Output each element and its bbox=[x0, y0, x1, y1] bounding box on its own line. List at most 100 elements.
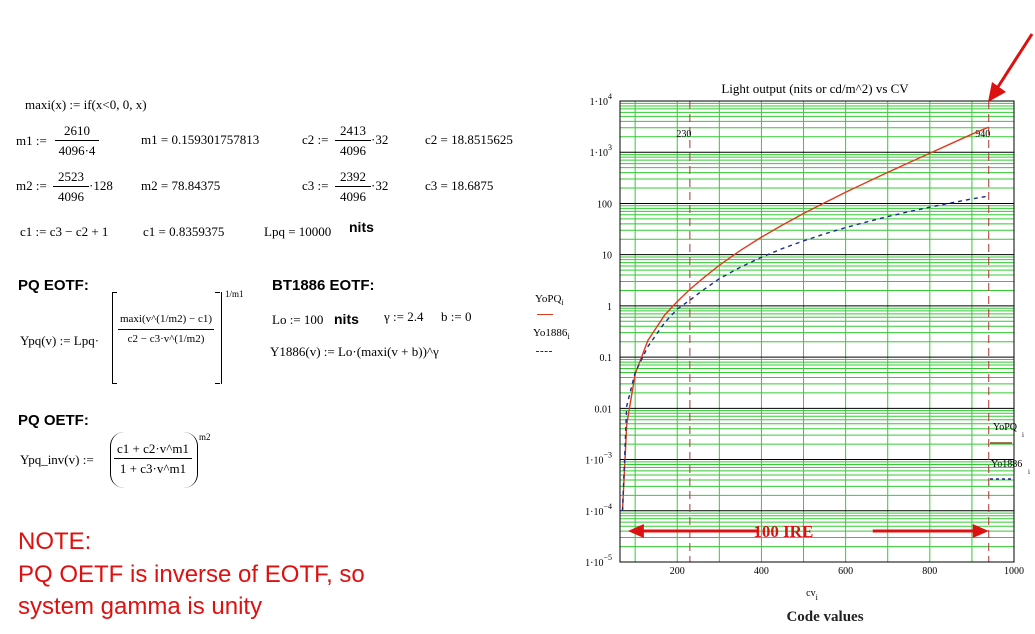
b-value: b := 0 bbox=[441, 309, 472, 324]
lpq-unit: nits bbox=[349, 219, 374, 235]
m2-result: m2 = 78.84375 bbox=[141, 178, 221, 193]
legend-yo1886: Yo1886i bbox=[533, 326, 570, 344]
pq-eotf-title: PQ EOTF: bbox=[18, 277, 89, 294]
ypq-exponent: 1/m1 bbox=[225, 289, 244, 299]
c3-numerator: 2392 bbox=[340, 169, 366, 184]
c2-numerator: 2413 bbox=[340, 123, 366, 138]
right-legend-yopq-label: YoPQ bbox=[993, 422, 1018, 433]
ypq-bracket bbox=[112, 292, 222, 384]
c2-fraction: 2413 4096 bbox=[335, 123, 371, 158]
x-tick-label: 200 bbox=[670, 566, 685, 577]
marker-label: 940 bbox=[975, 129, 990, 140]
m1-label: m1 := bbox=[16, 133, 47, 148]
legend-yo1886-sub: i bbox=[567, 332, 570, 342]
m2-denominator: 4096 bbox=[58, 189, 84, 204]
corner-arrow-head bbox=[988, 82, 1006, 102]
c2-label: c2 := bbox=[302, 132, 329, 147]
ire-annotation-label: 100 IRE bbox=[753, 522, 813, 541]
y-tick-label: 1·103 bbox=[590, 143, 612, 159]
c1-definition: c1 := c3 − c2 + 1 bbox=[20, 224, 109, 239]
y-tick-label: 0.1 bbox=[600, 353, 613, 364]
series-line-yo1886 bbox=[621, 195, 989, 511]
legend-yopq: YoPQi bbox=[535, 292, 564, 310]
gamma-value: γ := 2.4 bbox=[384, 309, 424, 324]
lo-unit: nits bbox=[334, 311, 359, 327]
legend-yopq-label: YoPQ bbox=[535, 293, 562, 305]
grid-lines bbox=[620, 100, 1014, 563]
m1-numerator: 2610 bbox=[64, 123, 90, 138]
y-tick-label: 0.01 bbox=[595, 404, 613, 415]
right-legend-yopq-sub: i bbox=[1022, 431, 1024, 439]
ypqinv-numerator: c1 + c2·v^m1 bbox=[117, 441, 189, 456]
bt1886-title: BT1886 EOTF: bbox=[272, 277, 375, 294]
m1-denominator: 4096·4 bbox=[58, 143, 96, 158]
y-tick-exponent: −3 bbox=[603, 451, 612, 460]
ypqinv-fraction: c1 + c2·v^m1 1 + c3·v^m1 bbox=[114, 441, 192, 476]
y-tick-label: 1·10−3 bbox=[585, 451, 612, 467]
marker-lines: 230 940 bbox=[676, 101, 990, 562]
ire-annotation: 100 IRE bbox=[627, 522, 989, 541]
c3-fraction: 2392 4096 bbox=[335, 169, 371, 204]
c1-result: c1 = 0.8359375 bbox=[143, 224, 225, 239]
x-tick-label: 1000 bbox=[1004, 566, 1024, 577]
series-line-yopq bbox=[621, 126, 989, 511]
y-tick-exponent: 4 bbox=[608, 92, 612, 101]
c2-multiplier: ·32 bbox=[371, 132, 389, 147]
ypq-label: Ypq(v) := Lpq· bbox=[20, 333, 100, 348]
corner-arrow bbox=[988, 33, 1034, 102]
m1-fraction: 2610 4096·4 bbox=[55, 123, 99, 158]
x-tick-label: 800 bbox=[922, 566, 937, 577]
plot-frame bbox=[619, 100, 1015, 563]
ypqinv-paren bbox=[110, 432, 198, 488]
c2-result: c2 = 18.8515625 bbox=[425, 132, 513, 147]
lpq-value: Lpq = 10000 bbox=[264, 224, 332, 239]
y1886-definition: Y1886(v) := Lo·(maxi(v + b))^γ bbox=[270, 344, 439, 359]
chart-title: Light output (nits or cd/m^2) vs CV bbox=[721, 81, 909, 96]
c3-multiplier: ·32 bbox=[371, 178, 389, 193]
y-tick-label: 1 bbox=[607, 302, 612, 313]
m2-numerator: 2523 bbox=[58, 169, 84, 184]
ypqinv-exponent: m2 bbox=[199, 432, 211, 442]
y-tick-labels: 1·104 1·103 100 10 1 0.1 0.01 1·10−3 1·10−4 1·10−… bbox=[585, 92, 612, 569]
m2-multiplier: ·128 bbox=[89, 178, 113, 193]
c3-denominator: 4096 bbox=[340, 189, 366, 204]
pq-oetf-title: PQ OETF: bbox=[18, 412, 89, 429]
x-axis-caption: Code values bbox=[786, 609, 863, 625]
ire-arrow-left-head bbox=[627, 524, 644, 538]
right-legend-yo1886-label: Yo1886 bbox=[991, 459, 1022, 470]
legend-yopq-sub: i bbox=[561, 298, 564, 308]
ire-arrow-right-head bbox=[972, 524, 989, 538]
x-tick-labels: 200 400 600 800 1000 bbox=[670, 566, 1024, 577]
note-line-3: system gamma is unity bbox=[18, 593, 263, 620]
lo-value: Lo := 100 bbox=[272, 312, 324, 327]
y-tick-label: 1·10−5 bbox=[585, 553, 612, 569]
ypq-fraction: maxi(v^(1/m2) − c1) c2 − c3·v^(1/m2) bbox=[118, 312, 214, 347]
y-tick-label: 1·10−4 bbox=[585, 502, 612, 518]
x-tick-label: 400 bbox=[754, 566, 769, 577]
m2-label: m2 := bbox=[16, 178, 47, 193]
x-tick-label: 600 bbox=[838, 566, 853, 577]
y-tick-label: 100 bbox=[597, 199, 612, 210]
ypq-numerator: maxi(v^(1/m2) − c1) bbox=[119, 313, 212, 325]
y-tick-label: 10 bbox=[602, 251, 612, 262]
m2-fraction: 2523 4096 bbox=[53, 169, 89, 204]
corner-arrow-shaft bbox=[994, 33, 1034, 91]
c3-label: c3 := bbox=[302, 178, 329, 193]
right-legend-yo1886-sub: i bbox=[1028, 468, 1030, 476]
ypq-bracket-ticks bbox=[112, 292, 220, 384]
y-tick-exponent: −5 bbox=[603, 553, 612, 562]
legend-yo1886-label: Yo1886 bbox=[533, 327, 568, 339]
c3-result: c3 = 18.6875 bbox=[425, 178, 494, 193]
x-axis-label: cvi bbox=[806, 588, 818, 602]
ypq-denominator: c2 − c3·v^(1/m2) bbox=[127, 333, 205, 345]
y-tick-label: 1·104 bbox=[590, 92, 612, 108]
ypqinv-label: Ypq_inv(v) := bbox=[20, 452, 94, 467]
marker-label: 230 bbox=[676, 129, 691, 140]
maxi-definition: maxi(x) := if(x<0, 0, x) bbox=[25, 97, 147, 112]
note-line-1: NOTE: bbox=[18, 528, 92, 555]
y-tick-exponent: 3 bbox=[608, 143, 612, 152]
legend-yopq-swatch bbox=[537, 314, 553, 315]
series-lines bbox=[621, 126, 989, 511]
note-line-2: PQ OETF is inverse of EOTF, so bbox=[18, 561, 365, 588]
